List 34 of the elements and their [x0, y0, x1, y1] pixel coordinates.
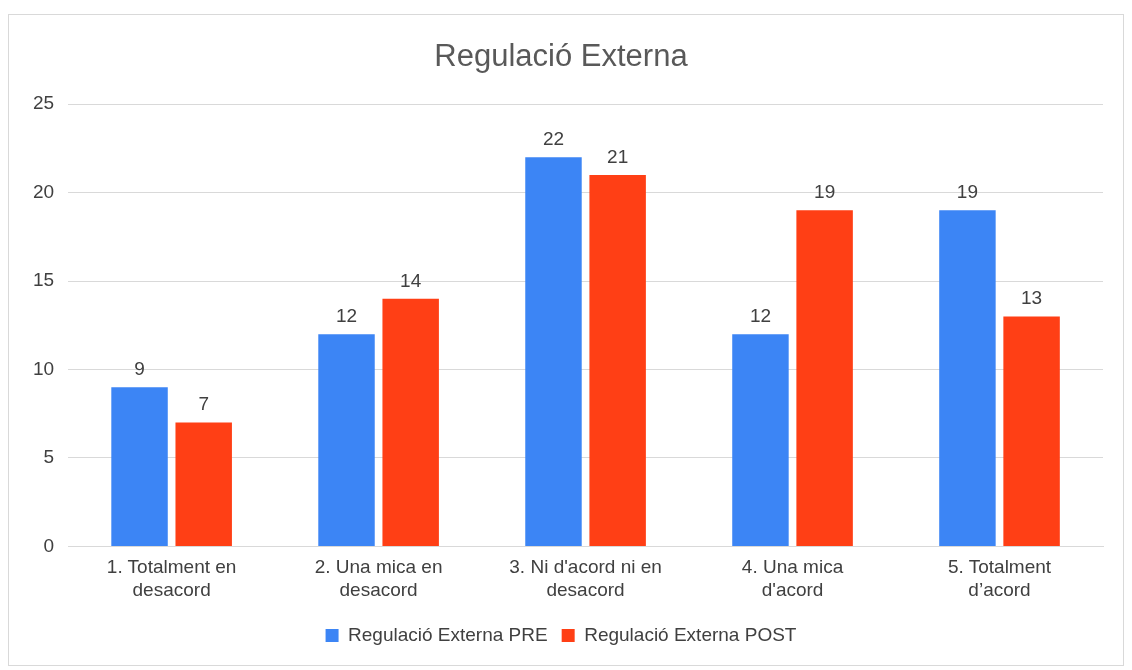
bar — [939, 210, 996, 546]
legend-label: Regulació Externa PRE — [348, 623, 548, 645]
x-tick-label: 2. Una mica en desacord — [314, 556, 443, 600]
bar — [525, 157, 582, 546]
x-tick-label: 3. Ni d'acord ni en desacord — [509, 556, 662, 600]
y-tick-label: 25 — [32, 92, 55, 114]
bar — [1003, 316, 1060, 546]
bar — [796, 210, 853, 546]
bar — [318, 334, 375, 546]
y-tick-label: 20 — [32, 180, 55, 202]
data-label: 19 — [814, 181, 836, 203]
data-label: 12 — [335, 304, 358, 326]
legend-label: Regulació Externa POST — [584, 623, 797, 645]
data-label: 9 — [134, 357, 145, 379]
bar — [732, 334, 789, 546]
data-label: 7 — [198, 393, 209, 415]
data-label: 19 — [956, 181, 978, 203]
x-tick-label: 4. Una mica d'acord — [741, 556, 844, 600]
bar — [175, 422, 232, 546]
data-label: 14 — [400, 269, 422, 291]
bar — [382, 298, 439, 546]
y-tick-label: 15 — [32, 269, 55, 291]
x-tick-label: 5. Totalment d’acord — [947, 556, 1052, 600]
y-tick-label: 5 — [43, 446, 55, 468]
data-label: 22 — [542, 128, 565, 149]
data-label: 13 — [1021, 287, 1043, 309]
chart-title: Regulació Externa — [434, 38, 689, 74]
bar — [589, 174, 646, 546]
data-label: 21 — [607, 145, 629, 167]
bar — [111, 387, 168, 546]
y-tick-label: 0 — [43, 534, 55, 556]
x-tick-label: 1. Totalment en desacord — [106, 556, 237, 600]
data-label: 12 — [749, 304, 772, 326]
y-tick-label: 10 — [32, 357, 55, 379]
